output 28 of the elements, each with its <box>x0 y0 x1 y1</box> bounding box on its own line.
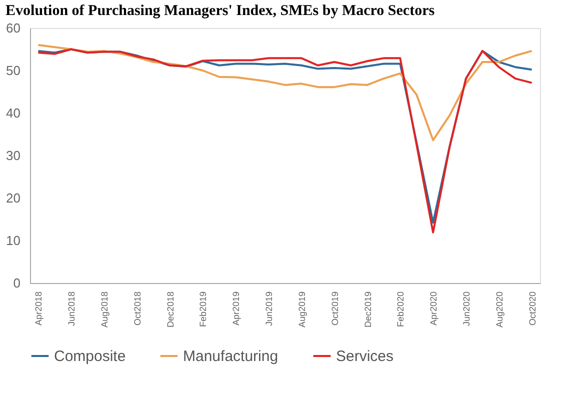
x-tick-label: Apr2018 <box>34 292 44 326</box>
legend-label: Services <box>336 348 394 365</box>
x-tick-label: Apr2020 <box>428 292 439 326</box>
x-tick-label: Jun2020 <box>461 292 472 326</box>
x-tick-label: Oct2018 <box>132 292 142 326</box>
y-tick-label: 10 <box>6 233 20 248</box>
y-tick-label: 60 <box>6 20 20 36</box>
x-tick-label: Aug2018 <box>100 292 110 328</box>
line-series <box>37 44 533 142</box>
y-tick-label: 50 <box>6 63 20 78</box>
chart-title: Evolution of Purchasing Managers' Index, SMEs by Macro Sectors <box>6 3 435 19</box>
y-tick-label: 20 <box>6 190 20 206</box>
x-tick-label: Aug2019 <box>296 292 307 328</box>
y-tick-label: 40 <box>6 106 20 120</box>
x-tick-label: Dec2019 <box>362 292 373 328</box>
legend-label: Composite <box>54 348 126 365</box>
x-tick-label: Dec2018 <box>165 292 176 328</box>
y-tick-label: 0 <box>13 276 20 290</box>
legend-label: Manufacturing <box>183 348 278 365</box>
x-tick-label: Jun2018 <box>66 292 77 326</box>
x-tick-label: Aug2020 <box>494 292 504 328</box>
x-tick-label: Jun2019 <box>264 292 274 326</box>
x-tick-label: Feb2019 <box>198 292 208 328</box>
x-tick-label: Feb2020 <box>396 292 406 328</box>
x-tick-label: Apr2019 <box>231 292 242 326</box>
x-tick-label: Oct2020 <box>527 292 538 326</box>
y-tick-label: 30 <box>6 148 20 163</box>
x-tick-label: Oct2019 <box>330 292 340 326</box>
